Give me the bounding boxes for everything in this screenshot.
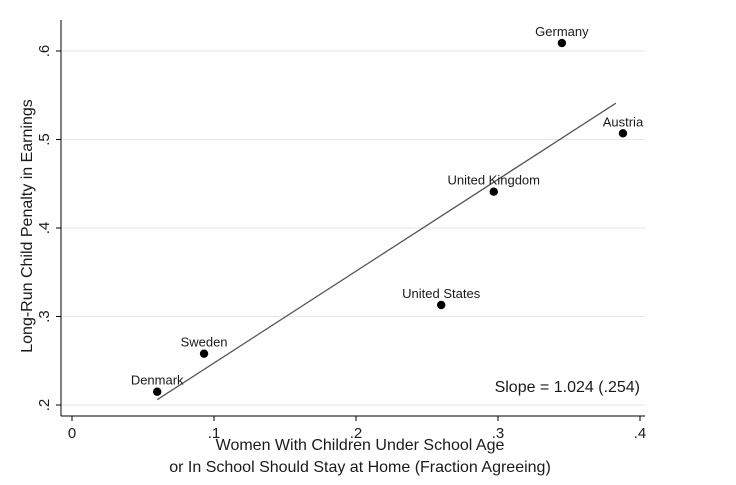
fit-line-group [156, 102, 617, 401]
point-sweden [199, 349, 209, 358]
data-points [153, 38, 628, 396]
fit-line [156, 102, 617, 401]
point-united-kingdom [489, 187, 498, 196]
y-tick-label-3: .5 [36, 133, 53, 146]
point-label-sweden: Sweden [181, 335, 228, 350]
x-tick-label-0: 0 [68, 425, 76, 442]
grid-lines [61, 50, 645, 406]
x-axis-title-line-2: or In School Should Stay at Home (Fracti… [169, 459, 551, 476]
point-label-united-states: United States [402, 286, 481, 301]
point-label-austria: Austria [603, 114, 644, 129]
x-axis-title-line-1: Women With Children Under School Age [216, 437, 505, 454]
point-denmark [153, 387, 162, 396]
point-label-united-kingdom: United Kingdom [447, 173, 540, 188]
x-tick-label-1: .1 [208, 425, 221, 442]
point-germany [557, 38, 567, 48]
point-label-denmark: Denmark [131, 373, 184, 388]
y-tick-label-0: .2 [36, 399, 53, 412]
x-tick-label-2: .2 [350, 425, 363, 442]
axes [56, 20, 645, 421]
slope-annotation: Slope = 1.024 (.254) [495, 379, 640, 396]
y-tick-label-1: .3 [36, 310, 53, 323]
tick-labels: .2 .3 .4 .5 .6 0 .1 .2 .3 .4 [36, 45, 646, 442]
x-tick-label-3: .3 [492, 425, 505, 442]
point-austria [618, 129, 628, 138]
point-label-germany: Germany [535, 24, 589, 39]
point-united-states [437, 300, 446, 310]
y-axis-title: Long-Run Child Penalty in Earnings [19, 99, 36, 352]
point-labels: Denmark Sweden United States United Kingdom… [131, 24, 644, 388]
x-tick-label-4: .4 [634, 425, 647, 442]
y-tick-label-4: .6 [36, 45, 53, 58]
y-tick-label-2: .4 [36, 222, 53, 235]
